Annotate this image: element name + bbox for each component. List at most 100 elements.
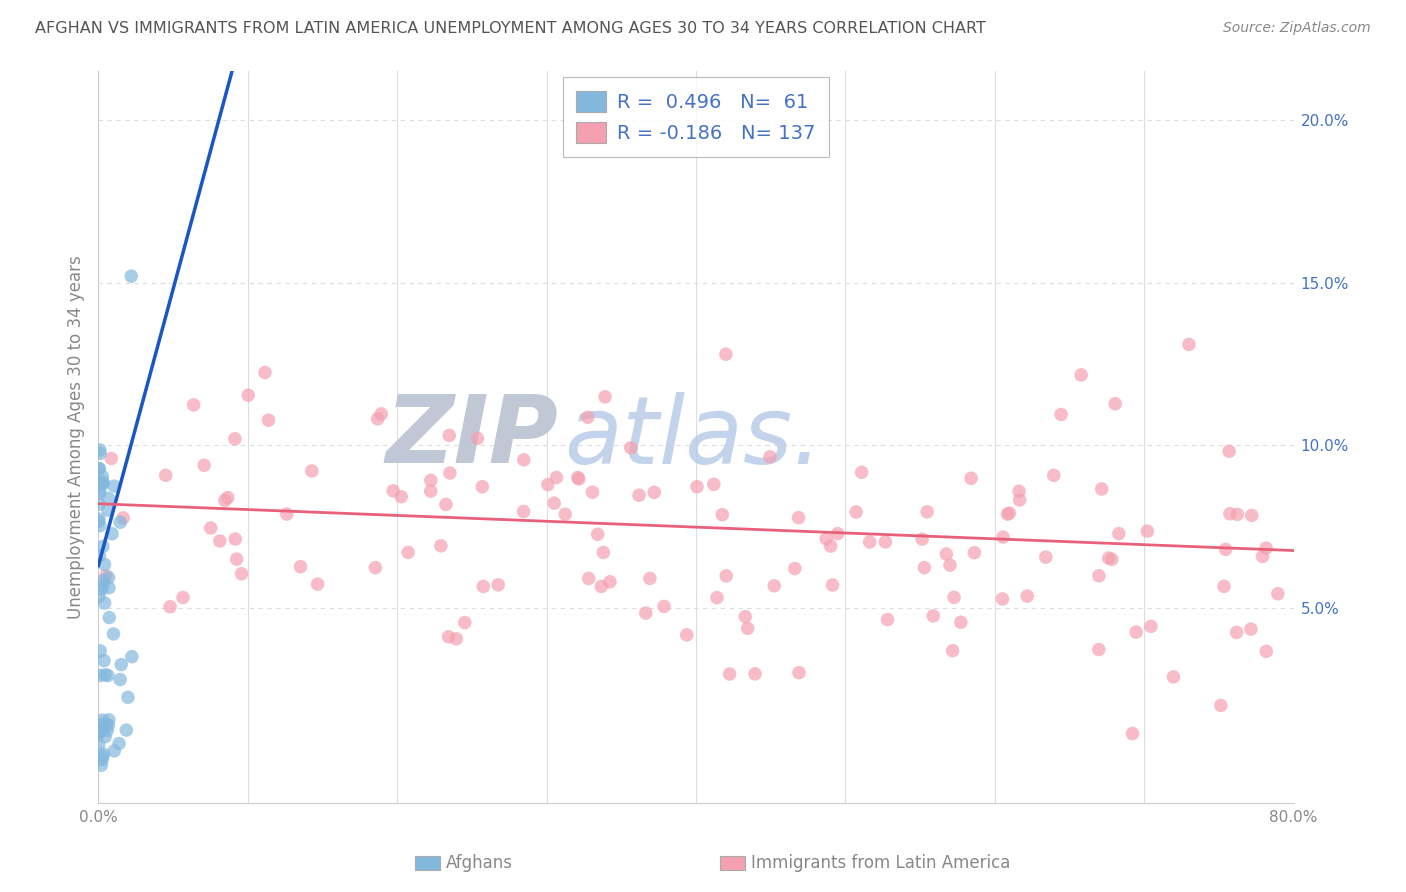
Point [1108, 526, 1130, 541]
Point [1215, 542, 1237, 557]
Point [912, 560, 935, 574]
Point [419, 473, 441, 487]
Point [620, 441, 643, 455]
Point [200, 521, 222, 535]
Point [915, 505, 938, 519]
Point [1097, 551, 1119, 566]
Point [224, 532, 246, 546]
Point [115, 723, 138, 738]
Point [454, 615, 477, 630]
Point [89, 518, 111, 533]
Point [89, 483, 111, 498]
Point [922, 608, 945, 623]
Point [1136, 524, 1159, 538]
Point [364, 560, 387, 574]
Point [97, 713, 120, 727]
Point [100, 451, 122, 466]
Point [851, 465, 873, 479]
Point [1163, 670, 1185, 684]
Point [1140, 619, 1163, 633]
Point [537, 477, 560, 491]
Point [110, 515, 132, 529]
Point [370, 407, 392, 421]
Point [638, 571, 661, 585]
Point [599, 574, 621, 589]
Point [90, 475, 112, 490]
Point [546, 470, 568, 484]
Point [472, 579, 495, 593]
Point [763, 579, 786, 593]
Point [686, 480, 709, 494]
Point [718, 667, 741, 681]
Point [1088, 569, 1111, 583]
Point [97, 581, 120, 595]
Point [486, 578, 509, 592]
Text: atlas.: atlas. [565, 392, 823, 483]
Point [1251, 549, 1274, 564]
Point [276, 507, 298, 521]
Point [591, 579, 613, 593]
Point [89, 477, 111, 491]
Point [172, 591, 194, 605]
Point [1104, 397, 1126, 411]
Point [1008, 484, 1031, 499]
Point [960, 471, 983, 485]
Point [89, 644, 111, 658]
Point [89, 462, 111, 476]
Point [593, 390, 616, 404]
Text: Immigrants from Latin America: Immigrants from Latin America [751, 854, 1010, 872]
Point [744, 666, 766, 681]
Point [94, 730, 117, 744]
Point [159, 599, 181, 614]
Point [98, 610, 121, 624]
Text: Afghans: Afghans [446, 854, 513, 872]
Point [208, 534, 231, 549]
Point [87, 727, 110, 741]
Point [543, 496, 565, 510]
Point [89, 549, 111, 563]
Point [939, 558, 962, 573]
Point [183, 398, 205, 412]
Point [1050, 408, 1073, 422]
Point [87, 475, 110, 490]
Point [815, 532, 838, 546]
Point [997, 507, 1019, 521]
Point [224, 432, 246, 446]
Point [643, 485, 665, 500]
Point [301, 464, 323, 478]
Point [845, 505, 868, 519]
Point [716, 569, 738, 583]
Point [87, 590, 110, 604]
Point [90, 758, 112, 772]
Point [1240, 622, 1263, 636]
Point [554, 507, 576, 521]
Point [155, 468, 177, 483]
Point [1256, 541, 1278, 556]
Point [1256, 644, 1278, 658]
Point [578, 571, 600, 585]
Point [963, 546, 986, 560]
Point [1042, 468, 1064, 483]
Point [87, 515, 110, 529]
Point [87, 497, 110, 511]
Point [434, 497, 457, 511]
Point [90, 717, 112, 731]
Point [89, 486, 111, 500]
Point [787, 665, 810, 680]
Point [652, 599, 675, 614]
Point [89, 446, 111, 460]
Text: AFGHAN VS IMMIGRANTS FROM LATIN AMERICA UNEMPLOYMENT AMONG AGES 30 TO 34 YEARS C: AFGHAN VS IMMIGRANTS FROM LATIN AMERICA … [35, 21, 986, 36]
Point [1225, 625, 1247, 640]
Point [87, 461, 110, 475]
Point [827, 526, 849, 541]
Point [225, 552, 247, 566]
Point [783, 561, 806, 575]
Point [108, 673, 131, 687]
Point [238, 388, 260, 402]
Point [820, 539, 842, 553]
Point [1178, 337, 1201, 351]
Point [103, 744, 125, 758]
Point [1121, 726, 1143, 740]
Point [467, 432, 489, 446]
Point [942, 643, 965, 657]
